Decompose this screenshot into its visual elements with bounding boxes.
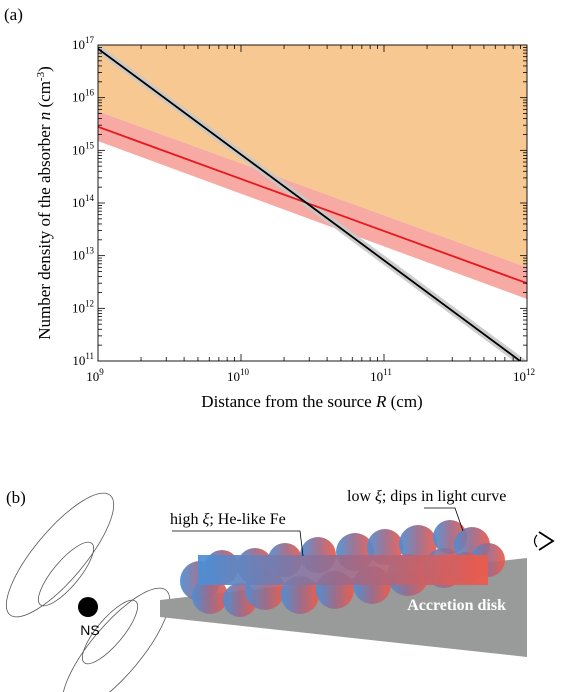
x-axis-label: Distance from the source R (cm) [201,392,422,411]
ns-label: NS [80,622,99,638]
panel-b-label: (b) [6,488,26,507]
high-xi-pointer [172,530,304,557]
accretion-disk-label: Accretion disk [407,597,506,614]
magnetic-field-lines [5,492,171,692]
x-tick-label: 1012 [513,367,535,384]
plot-area [98,45,527,361]
y-tick-label: 1016 [72,88,95,105]
series-1-line [98,125,527,285]
y-axis-label: Number density of the absorber n (cm-3) [35,66,54,340]
x-tick-label: 109 [86,367,104,384]
low-xi-label: low ξ; dips in light curve [347,488,506,505]
y-tick-label: 1017 [72,35,95,52]
neutron-star [78,597,98,617]
y-tick-label: 1013 [72,246,95,263]
series-2-line [98,47,522,361]
eye-icon [533,531,555,551]
y-tick-label: 1015 [72,140,95,157]
shaded-region [98,45,527,268]
x-tick-label: 1010 [227,367,250,384]
x-tick-label: 1011 [370,367,392,384]
chart-a: 109 1010 1011 1012 1011 1012 1013 1014 1015 1016… [72,35,535,384]
high-xi-label: high ξ; He-like Fe [170,511,286,528]
y-tick-label: 1011 [72,351,94,368]
y-tick-label: 1014 [72,193,95,210]
y-tick-label: 1012 [72,298,94,315]
low-xi-pointer [424,507,464,532]
absorber-cloud [180,520,505,617]
panel-a-label: (a) [4,5,23,24]
series-2-band [98,45,527,361]
x-tick-labels: 109 1010 1011 1012 [86,367,535,384]
y-tick-labels: 1011 1012 1013 1014 1015 1016 1017 [72,35,95,368]
axis-ticks [98,45,527,361]
